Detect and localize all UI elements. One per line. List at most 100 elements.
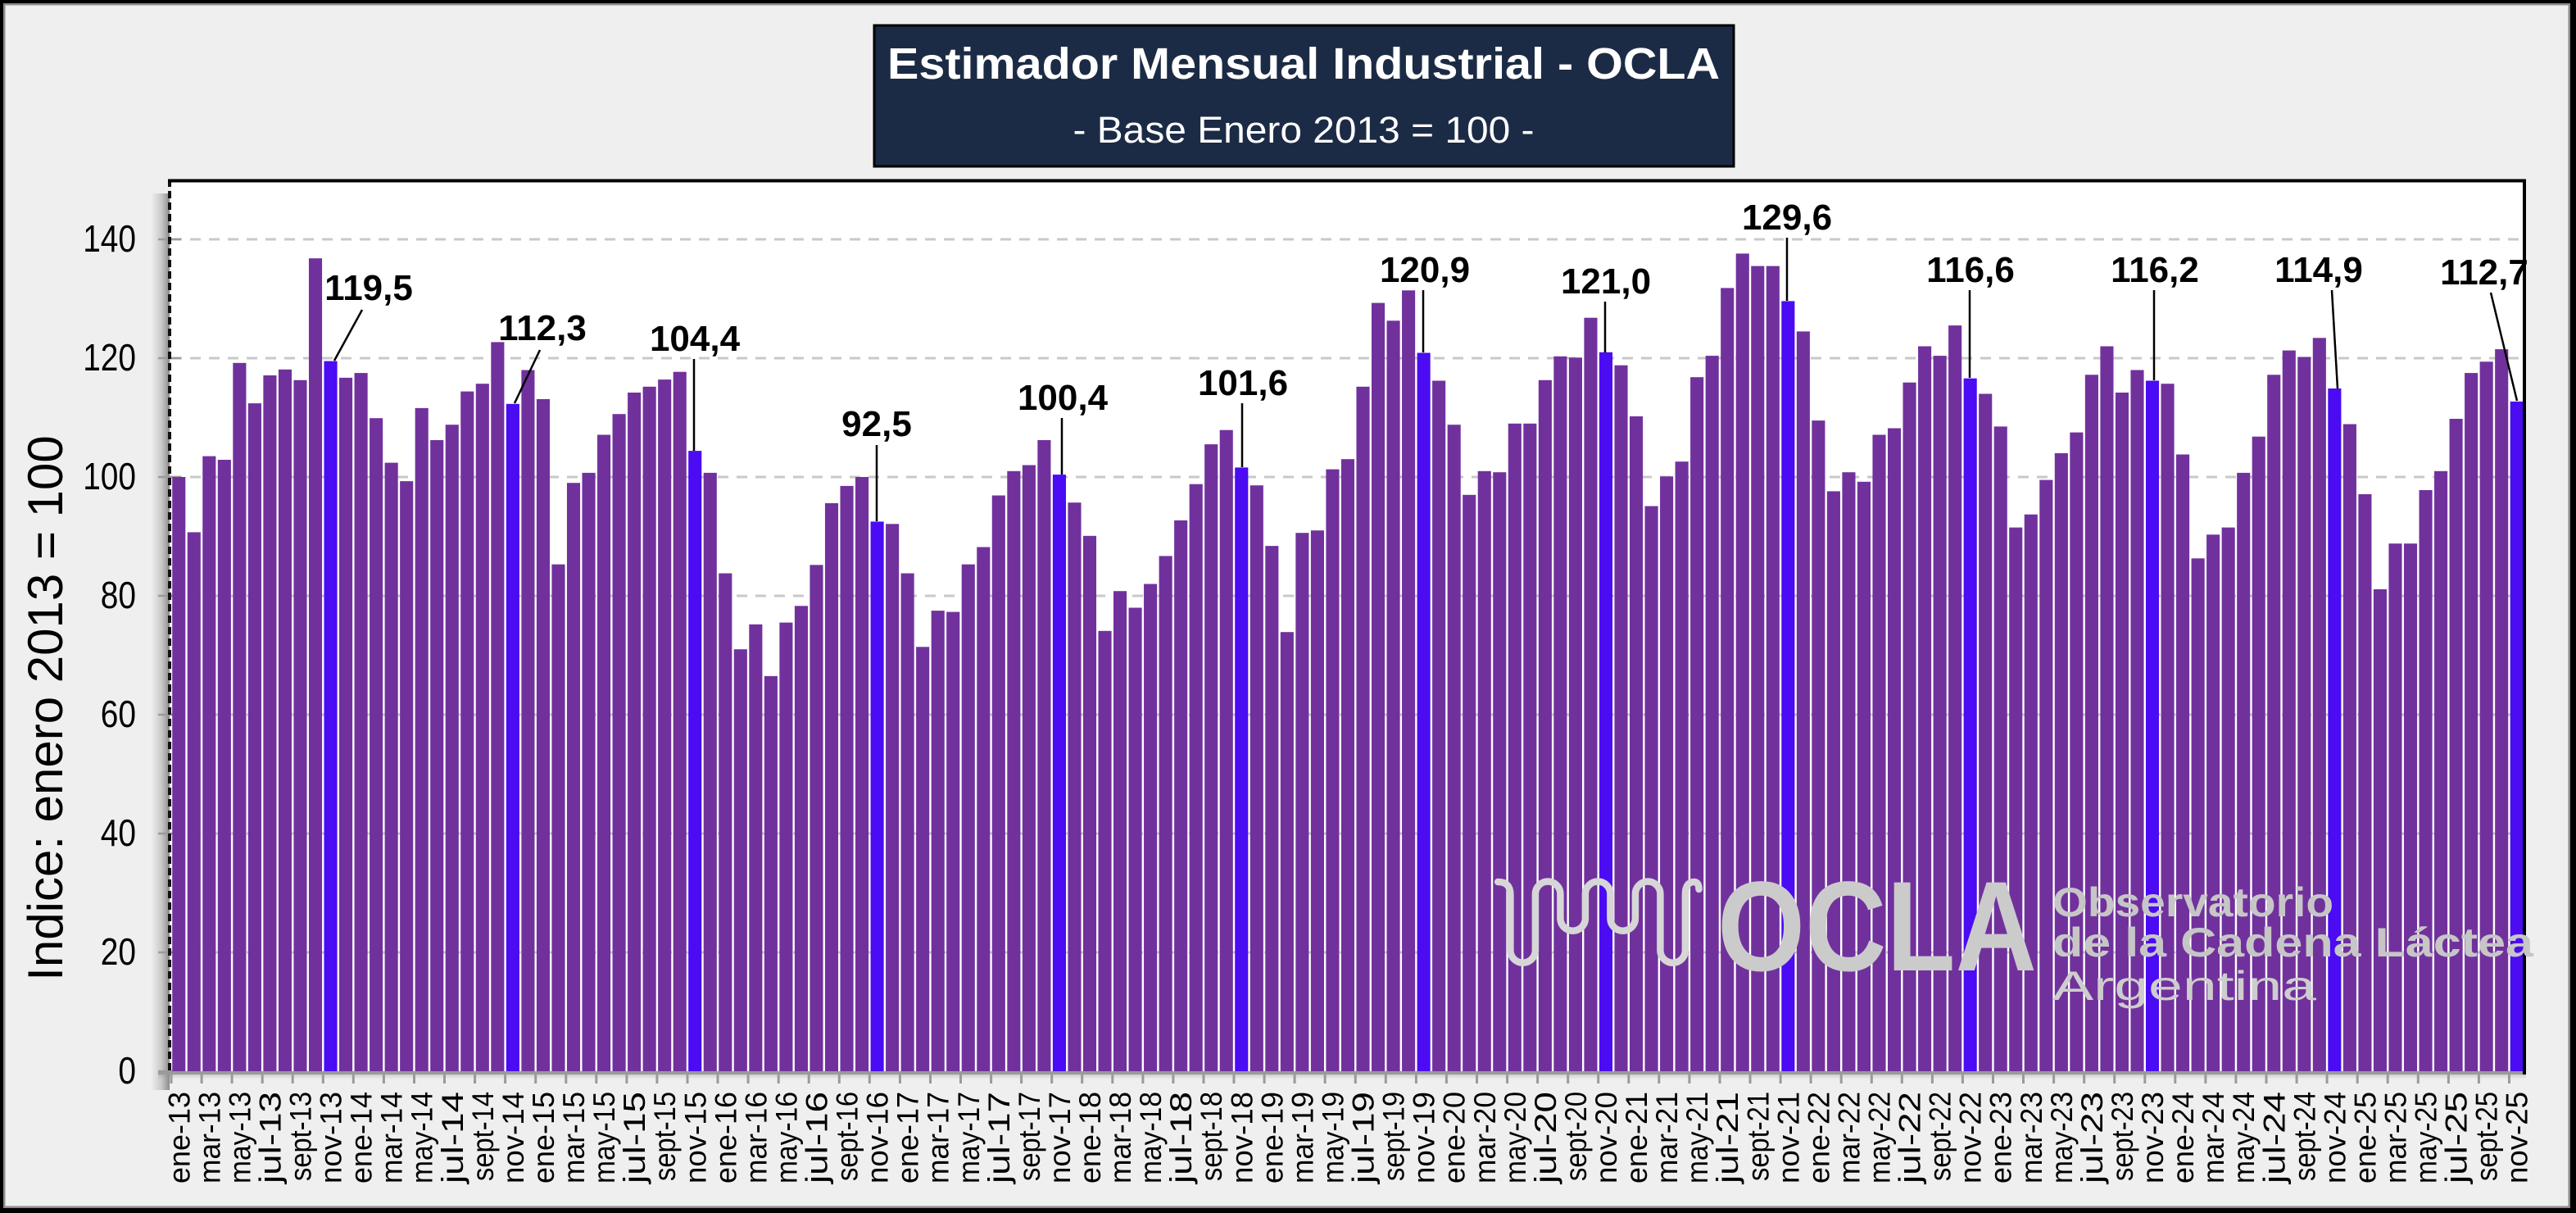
svg-text:140: 140 [83,217,136,260]
svg-text:nov-19: nov-19 [1407,1092,1441,1183]
svg-text:may-25: may-25 [2409,1092,2443,1183]
svg-text:mar-18: mar-18 [1103,1092,1137,1183]
svg-text:may-24: may-24 [2226,1092,2261,1183]
svg-text:Observatorio: Observatorio [2052,879,2333,925]
svg-text:119,5: 119,5 [324,268,413,308]
svg-text:jul-19: jul-19 [1346,1092,1381,1184]
svg-text:ene-23: ene-23 [1984,1092,2018,1183]
svg-text:may-16: may-16 [769,1092,803,1183]
svg-text:de la Cadena Láctea: de la Cadena Láctea [2052,920,2534,965]
svg-text:nov-24: nov-24 [2317,1092,2352,1183]
svg-text:may-23: may-23 [2044,1092,2079,1183]
svg-text:ene-18: ene-18 [1073,1092,1107,1183]
svg-text:sept-20: sept-20 [1558,1092,1593,1181]
svg-text:jul-20: jul-20 [1528,1092,1562,1184]
svg-text:jul-13: jul-13 [252,1092,287,1184]
svg-text:nov-20: nov-20 [1589,1092,1623,1183]
svg-text:ene-21: ene-21 [1619,1092,1653,1183]
svg-text:mar-22: mar-22 [1832,1092,1866,1183]
svg-text:Argentina: Argentina [2052,963,2316,1009]
svg-text:OCLA: OCLA [1717,856,2037,998]
svg-text:jul-23: jul-23 [2075,1092,2109,1184]
svg-text:may-15: may-15 [587,1092,621,1183]
svg-text:nov-23: nov-23 [2135,1092,2170,1183]
svg-text:104,4: 104,4 [650,319,741,359]
svg-text:nov-25: nov-25 [2500,1092,2534,1183]
svg-text:jul-25: jul-25 [2439,1092,2474,1184]
svg-text:sept-17: sept-17 [1012,1092,1046,1181]
svg-text:ene-25: ene-25 [2347,1092,2382,1183]
svg-text:60: 60 [101,693,136,735]
svg-text:Estimador Mensual Industrial -: Estimador Mensual Industrial - OCLA [887,39,1720,89]
svg-text:may-13: may-13 [222,1092,256,1183]
svg-text:sept-13: sept-13 [283,1092,318,1181]
svg-text:nov-22: nov-22 [1953,1092,1988,1183]
svg-text:112,3: 112,3 [498,308,587,348]
svg-text:116,6: 116,6 [1926,250,2015,290]
svg-text:ene-19: ene-19 [1254,1092,1289,1183]
svg-text:sept-22: sept-22 [1923,1092,1957,1181]
svg-text:mar-21: mar-21 [1649,1092,1684,1183]
svg-text:jul-14: jul-14 [435,1092,469,1184]
svg-text:nov-16: nov-16 [860,1092,895,1183]
svg-text:mar-17: mar-17 [921,1092,955,1183]
svg-text:nov-14: nov-14 [496,1092,530,1183]
svg-text:jul-22: jul-22 [1893,1092,1927,1184]
svg-text:nov-15: nov-15 [678,1092,712,1183]
svg-text:may-21: may-21 [1680,1092,1714,1183]
svg-text:120,9: 120,9 [1380,250,1470,290]
svg-text:nov-21: nov-21 [1771,1092,1805,1183]
svg-text:mar-24: mar-24 [2196,1092,2230,1183]
svg-text:120: 120 [83,336,136,379]
svg-text:sept-19: sept-19 [1376,1092,1411,1181]
svg-text:may-17: may-17 [951,1092,986,1183]
svg-text:114,9: 114,9 [2274,250,2363,290]
svg-text:may-18: may-18 [1133,1092,1168,1183]
svg-text:0: 0 [118,1049,136,1092]
svg-text:ene-24: ene-24 [2166,1092,2200,1183]
svg-text:may-22: may-22 [1862,1092,1897,1183]
svg-text:may-20: may-20 [1498,1092,1532,1183]
svg-text:mar-20: mar-20 [1467,1092,1502,1183]
svg-text:jul-16: jul-16 [800,1092,834,1184]
svg-text:Indice: enero 2013 = 100: Indice: enero 2013 = 100 [18,435,73,981]
svg-text:sept-24: sept-24 [2287,1092,2321,1181]
svg-text:nov-17: nov-17 [1042,1092,1077,1183]
svg-text:80: 80 [101,574,136,616]
svg-text:92,5: 92,5 [841,404,912,444]
svg-text:ene-20: ene-20 [1437,1092,1472,1183]
svg-text:121,0: 121,0 [1561,261,1651,302]
svg-text:40: 40 [101,811,136,854]
svg-text:nov-18: nov-18 [1224,1092,1259,1183]
svg-text:mar-25: mar-25 [2379,1092,2413,1183]
svg-text:jul-21: jul-21 [1710,1092,1744,1184]
svg-text:112,7: 112,7 [2440,252,2528,293]
svg-text:ene-16: ene-16 [708,1092,742,1183]
svg-text:- Base Enero 2013 = 100 -: - Base Enero 2013 = 100 - [1073,109,1535,151]
svg-text:20: 20 [101,930,136,973]
svg-text:ene-13: ene-13 [161,1092,196,1183]
svg-text:jul-18: jul-18 [1163,1092,1198,1184]
svg-text:mar-23: mar-23 [2014,1092,2048,1183]
svg-text:ene-15: ene-15 [526,1092,560,1183]
svg-text:ene-17: ene-17 [891,1092,925,1183]
svg-text:100: 100 [83,455,136,497]
svg-text:may-14: may-14 [405,1092,439,1183]
svg-text:jul-15: jul-15 [617,1092,651,1184]
svg-text:may-19: may-19 [1316,1092,1350,1183]
svg-text:ene-14: ene-14 [344,1092,379,1183]
svg-text:mar-14: mar-14 [374,1092,409,1183]
svg-text:sept-14: sept-14 [465,1092,500,1181]
svg-text:jul-17: jul-17 [982,1092,1016,1184]
svg-text:jul-24: jul-24 [2256,1092,2291,1184]
svg-text:sept-21: sept-21 [1740,1092,1775,1181]
svg-text:mar-19: mar-19 [1285,1092,1319,1183]
svg-text:nov-13: nov-13 [314,1092,348,1183]
svg-text:ene-22: ene-22 [1801,1092,1835,1183]
svg-text:sept-25: sept-25 [2469,1092,2504,1181]
svg-text:sept-23: sept-23 [2105,1092,2139,1181]
svg-text:sept-18: sept-18 [1194,1092,1228,1181]
svg-text:mar-15: mar-15 [556,1092,591,1183]
svg-text:116,2: 116,2 [2111,250,2199,290]
svg-text:129,6: 129,6 [1742,198,1832,238]
